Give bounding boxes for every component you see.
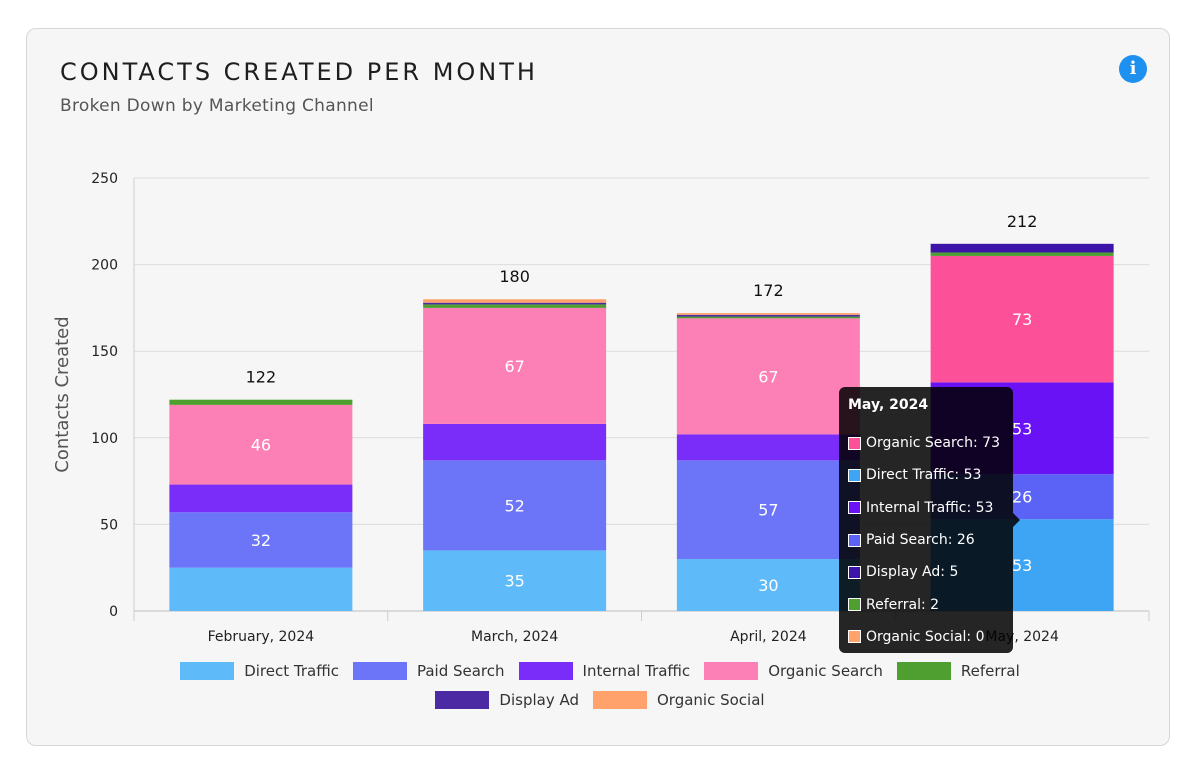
tooltip-row-label: Organic Search: 73	[866, 435, 1000, 452]
data-label: 30	[758, 576, 778, 595]
tooltip-title: May, 2024	[848, 397, 929, 413]
data-label: 53	[1012, 419, 1032, 438]
tooltip-row: Internal Traffic: 53	[848, 492, 1004, 524]
tooltip-swatch	[848, 468, 861, 482]
legend-swatch	[704, 662, 759, 680]
tooltip-row-label: Paid Search: 26	[866, 532, 975, 549]
chart-title: CONTACTS CREATED PER MONTH	[60, 58, 538, 86]
data-label: 73	[1012, 310, 1032, 329]
bar-segment	[676, 460, 860, 560]
legend-label: Organic Search	[768, 662, 883, 680]
y-tick-label: 100	[91, 431, 118, 447]
legend-item[interactable]: Referral	[896, 662, 1020, 680]
bar-segment	[676, 314, 860, 317]
y-tick-label: 250	[91, 171, 118, 187]
y-tick-label: 0	[109, 604, 118, 620]
bar-segment	[676, 318, 860, 435]
legend-item[interactable]: Internal Traffic	[518, 662, 691, 680]
tooltip-row-label: Direct Traffic: 53	[866, 467, 982, 484]
tooltip-row: Referral: 2	[848, 588, 1004, 620]
tooltip-row-label: Referral: 2	[866, 596, 940, 613]
data-label: 52	[504, 496, 524, 515]
tooltip-swatch	[848, 630, 861, 644]
bar-segment	[423, 299, 607, 303]
x-tick-label: April, 2024	[730, 629, 807, 645]
bar-segment	[676, 434, 860, 461]
total-label: 172	[753, 281, 784, 300]
legend-swatch	[896, 662, 951, 680]
info-icon[interactable]: i	[1119, 55, 1147, 83]
bar-segment	[169, 404, 353, 485]
tooltip-swatch	[848, 598, 861, 612]
tooltip-row: Organic Search: 73	[848, 427, 1004, 459]
legend-swatch	[435, 691, 490, 709]
chart-tooltip: May, 2024 Organic Search: 73 Direct Traff…	[839, 387, 1020, 653]
total-label: 180	[499, 267, 530, 286]
data-label: 57	[758, 501, 778, 520]
tooltip-row-label: Display Ad: 5	[866, 564, 959, 581]
bar-segment	[676, 313, 860, 315]
data-label: 53	[1012, 556, 1032, 575]
legend-item[interactable]: Paid Search	[352, 662, 505, 680]
data-label: 35	[504, 572, 524, 591]
tooltip-row: Display Ad: 5	[848, 556, 1004, 588]
bar-segment	[423, 460, 607, 551]
legend-label: Organic Social	[656, 691, 765, 709]
bar-segment	[423, 550, 607, 611]
bar-segment	[169, 567, 353, 611]
x-tick-label: February, 2024	[208, 629, 315, 645]
chart-subtitle: Broken Down by Marketing Channel	[60, 96, 374, 116]
data-label: 26	[1012, 488, 1032, 507]
bar-segment	[930, 252, 1114, 256]
data-label: 46	[251, 436, 271, 455]
y-tick-label: 50	[100, 517, 118, 533]
total-label: 122	[246, 368, 277, 387]
bar-segment	[169, 484, 353, 513]
data-label: 67	[758, 367, 778, 386]
legend-label: Referral	[960, 662, 1020, 680]
bar-segment	[930, 243, 1114, 253]
y-tick-label: 200	[91, 258, 118, 274]
tooltip-row: Paid Search: 26	[848, 524, 1004, 556]
data-label: 67	[504, 357, 524, 376]
y-axis-label: Contacts Created	[52, 316, 73, 472]
bar-segment	[423, 423, 607, 461]
tooltip-row: Organic Social: 0	[848, 621, 1004, 653]
data-label: 32	[251, 531, 271, 550]
bar-segment	[676, 559, 860, 611]
legend-label: Direct Traffic	[244, 662, 339, 680]
tooltip-row-label: Organic Social: 0	[866, 628, 985, 645]
legend-label: Internal Traffic	[582, 662, 691, 680]
legend-swatch	[592, 691, 647, 709]
legend-swatch	[180, 662, 235, 680]
tooltip-row: Direct Traffic: 53	[848, 459, 1004, 491]
tooltip-swatch	[848, 501, 861, 515]
chart-legend: Direct Traffic Paid Search Internal Traffi…	[100, 662, 1100, 709]
legend-swatch	[518, 662, 573, 680]
tooltip-swatch	[848, 565, 861, 579]
legend-swatch	[352, 662, 407, 680]
bar-segment	[423, 307, 607, 424]
bar-segment	[169, 512, 353, 568]
bar-segment	[930, 255, 1114, 383]
bar-segment	[423, 304, 607, 308]
legend-item[interactable]: Display Ad	[435, 691, 579, 709]
y-tick-label: 150	[91, 344, 118, 360]
legend-item[interactable]: Direct Traffic	[180, 662, 339, 680]
bar-segment	[676, 316, 860, 319]
legend-label: Display Ad	[499, 691, 579, 709]
bar-segment	[423, 302, 607, 305]
x-tick-label: March, 2024	[471, 629, 558, 645]
legend-label: Paid Search	[416, 662, 505, 680]
tooltip-swatch	[848, 533, 861, 547]
legend-item[interactable]: Organic Search	[704, 662, 883, 680]
bar-segment	[169, 399, 353, 405]
legend-item[interactable]: Organic Social	[592, 691, 765, 709]
tooltip-swatch	[848, 436, 861, 450]
tooltip-row-label: Internal Traffic: 53	[866, 499, 994, 516]
total-label: 212	[1007, 212, 1038, 231]
